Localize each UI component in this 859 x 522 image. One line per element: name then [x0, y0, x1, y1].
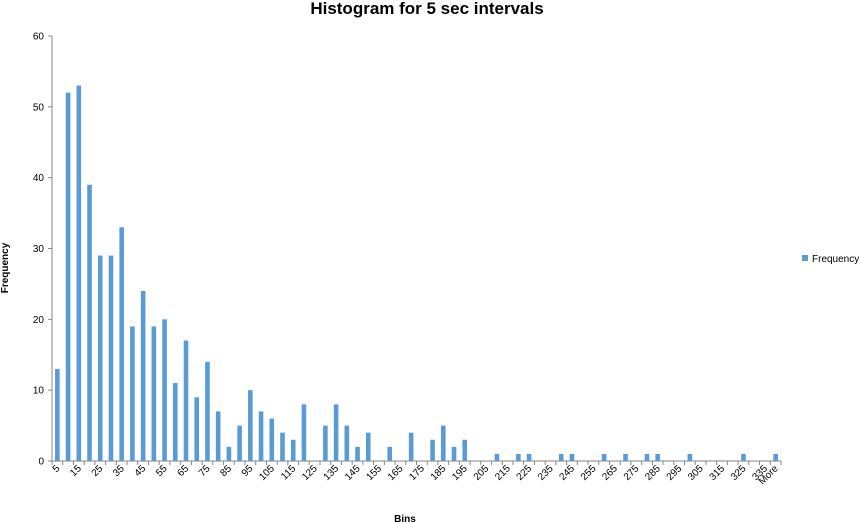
bar [516, 453, 521, 461]
x-tick-label: 195 [450, 463, 470, 483]
x-tick-label: 75 [197, 463, 213, 479]
y-tick-label: 60 [33, 32, 45, 43]
chart-title: Histogram for 5 sec intervals [310, 0, 543, 18]
bar [387, 446, 392, 461]
x-tick-label: 145 [343, 463, 363, 483]
bar [65, 92, 71, 462]
y-tick-label: 20 [33, 315, 45, 326]
x-tick-label: 55 [154, 463, 170, 479]
bar [130, 326, 135, 461]
bar [323, 425, 328, 461]
bar [280, 432, 285, 461]
bar [269, 418, 275, 461]
bar [215, 411, 221, 461]
bar [237, 425, 242, 461]
bar [76, 85, 82, 461]
x-tick-label: 325 [729, 463, 749, 483]
x-tick-label: 285 [643, 463, 663, 483]
x-tick-label: 115 [279, 463, 298, 482]
y-tick-label: 40 [33, 173, 45, 184]
x-tick-label: 165 [386, 463, 406, 483]
x-tick-label: 315 [708, 463, 728, 483]
x-tick-label: 215 [493, 463, 513, 483]
x-tick-label: 235 [536, 463, 556, 483]
x-tick-label: 225 [515, 463, 535, 483]
bar [601, 453, 607, 461]
bar [526, 453, 532, 461]
x-tick-label: 35 [111, 463, 127, 479]
legend: Frequency [802, 254, 859, 265]
bar [365, 432, 371, 461]
bar [655, 453, 661, 461]
bar [644, 453, 650, 461]
y-tick-label: 10 [33, 386, 45, 397]
bar [569, 453, 575, 461]
x-tick-label: 95 [240, 463, 256, 479]
bar [108, 255, 114, 461]
x-tick-label: 275 [622, 463, 642, 483]
x-tick-label: 255 [579, 463, 599, 483]
x-tick-label: 125 [300, 463, 320, 483]
plot-area: 0 10 20 30 40 50 60 5 15 25 35 45 55 65 75 85 95 105 115 12… [33, 32, 782, 487]
bar [87, 184, 92, 461]
x-tick-label: 85 [218, 463, 234, 479]
bar [290, 439, 296, 461]
bar [494, 453, 500, 461]
bar [151, 326, 157, 461]
bar [226, 446, 232, 461]
bar [441, 425, 446, 461]
bar [194, 397, 200, 461]
x-tick-label: 15 [68, 463, 84, 479]
x-tick-label: 5 [51, 463, 63, 475]
legend-label: Frequency [812, 254, 859, 265]
y-tick-label: 30 [33, 244, 45, 255]
x-tick-label: 65 [175, 463, 191, 479]
bar [451, 446, 457, 461]
x-tick-label: 295 [665, 463, 685, 483]
x-tick-label: 245 [557, 463, 577, 483]
bar [623, 453, 628, 461]
x-tick-label: 185 [429, 463, 449, 483]
x-tick-label: 45 [133, 463, 149, 479]
bar [140, 291, 146, 461]
bar [687, 453, 693, 461]
bar [430, 439, 435, 461]
bar [97, 255, 103, 461]
x-tick-label: 155 [365, 463, 385, 483]
bar [355, 446, 360, 461]
bar [344, 425, 350, 461]
x-tick-label: 25 [90, 463, 106, 479]
x-tick-label: 265 [600, 463, 620, 483]
bar [172, 383, 178, 461]
bar [183, 340, 189, 461]
bar [248, 390, 253, 461]
x-tick-label: 175 [407, 463, 427, 483]
bar [333, 404, 339, 461]
bar [408, 432, 414, 461]
bar [741, 453, 746, 461]
bar [558, 453, 564, 461]
legend-swatch [802, 255, 808, 261]
bar [119, 227, 124, 461]
bar [773, 453, 778, 461]
bar [205, 361, 210, 461]
x-tick-label: 135 [322, 463, 342, 483]
x-tick-label: 105 [257, 463, 277, 483]
y-tick-label: 50 [33, 102, 45, 113]
x-axis-title: Bins [394, 514, 416, 522]
y-axis-title: Frequency [0, 242, 11, 293]
bar [258, 411, 264, 461]
x-tick-label: 205 [472, 463, 492, 483]
bar [301, 404, 307, 461]
bar [55, 368, 60, 461]
x-tick-label: 305 [686, 463, 706, 483]
y-tick-label: 0 [38, 457, 44, 468]
bar [462, 439, 468, 461]
bar [162, 319, 167, 461]
